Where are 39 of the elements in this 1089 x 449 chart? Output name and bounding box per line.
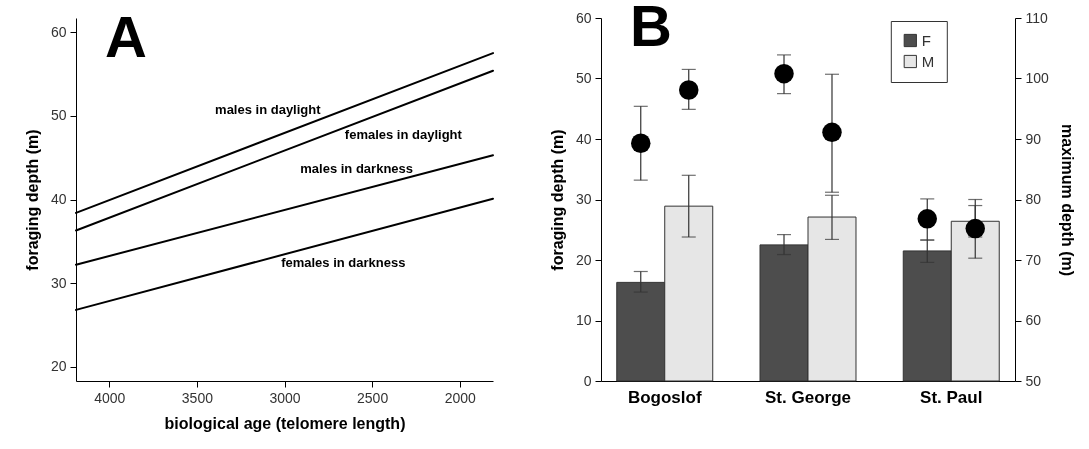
y2-tick-label: 70	[1025, 251, 1042, 268]
y2-tick-label: 50	[1025, 372, 1042, 389]
y-tick-label: 40	[575, 130, 592, 147]
series-label: males in daylight	[215, 102, 322, 118]
x-tick-label: 4000	[94, 389, 126, 406]
y2-tick-label: 100	[1025, 70, 1050, 86]
x-tick-label: 3500	[181, 389, 214, 406]
y-tick-label: 30	[575, 191, 592, 207]
y-tick-label: 20	[50, 358, 67, 375]
series-label: females in daylight	[344, 127, 463, 143]
y-tick-label: 20	[575, 251, 592, 268]
x-tick-label: 2500	[357, 389, 389, 406]
y-tick-label: 30	[50, 274, 67, 291]
x-tick-label: 2000	[444, 389, 476, 406]
annotation: B	[630, 0, 672, 58]
series-label: females in darkness	[281, 254, 406, 270]
y-tick-label: 40	[50, 191, 67, 207]
y2-tick-label: 60	[1025, 312, 1042, 328]
x-tick-label: Bogoslof	[627, 387, 702, 407]
legend-label: F	[921, 31, 931, 49]
y-tick-label: 10	[575, 312, 592, 328]
y2-tick-label: 80	[1025, 191, 1042, 207]
x-axis-title: biological age (telomere length)	[164, 414, 406, 432]
x-tick-label: St. George	[765, 387, 851, 407]
annotation: A	[105, 4, 147, 69]
y-axis-title: foraging depth (m)	[548, 129, 566, 271]
y-tick-label: 60	[575, 9, 592, 26]
series-label: males in darkness	[300, 161, 414, 176]
y2-tick-label: 90	[1025, 130, 1042, 147]
y-axis-title: foraging depth (m)	[23, 129, 41, 271]
x-tick-label: St. Paul	[920, 387, 983, 407]
x-tick-label: 3000	[269, 389, 301, 406]
y2-axis-title: maximum depth (m)	[1058, 123, 1076, 277]
y-tick-label: 60	[50, 23, 67, 40]
y2-tick-label: 110	[1025, 9, 1049, 26]
y-tick-label: 50	[575, 70, 592, 86]
y-tick-label: 50	[50, 107, 67, 124]
y-tick-label: 0	[583, 372, 592, 389]
legend-label: M	[921, 52, 935, 70]
